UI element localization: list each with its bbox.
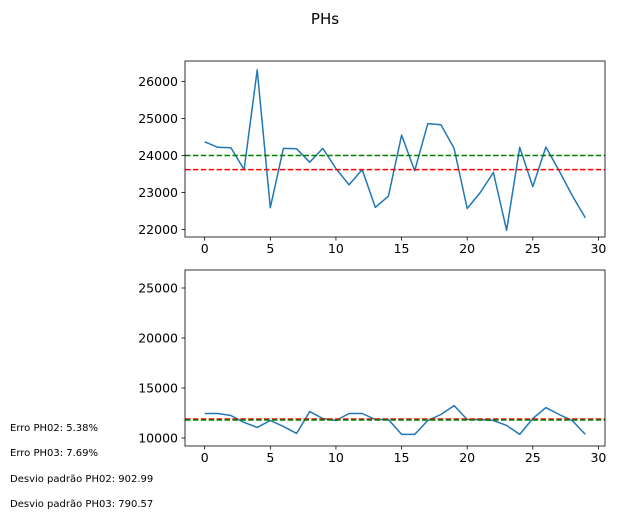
erro-ph03-note: Erro PH03: 7.69% <box>10 448 99 459</box>
x-tick-label: 20 <box>459 241 475 256</box>
top-plot: 0 5 10 15 20 25 30 22000 23000 24000 25000 26000 <box>138 60 606 256</box>
x-tick-label: 30 <box>590 241 606 256</box>
x-tick-label: 30 <box>590 450 606 465</box>
y-tick-label: 25000 <box>138 111 178 126</box>
desvio-ph02-note: Desvio padrão PH02: 902.99 <box>10 474 154 485</box>
x-tick-label: 10 <box>328 241 344 256</box>
axes-frame <box>184 269 606 447</box>
y-tick-label: 25000 <box>138 281 178 296</box>
y-tick-label: 26000 <box>138 74 178 89</box>
figure-title: PHs <box>311 10 339 28</box>
y-tick-label: 23000 <box>138 185 178 200</box>
x-tick-label: 5 <box>266 241 274 256</box>
y-tick-label: 15000 <box>138 381 178 396</box>
y-tick-label: 20000 <box>138 331 178 346</box>
x-tick-label: 25 <box>525 450 541 465</box>
x-tick-label: 20 <box>459 450 475 465</box>
x-tick-label: 0 <box>201 241 209 256</box>
axes-frame <box>184 60 606 238</box>
bottom-plot: 0 5 10 15 20 25 30 10000 15000 20000 25000 <box>138 269 606 465</box>
y-tick-label: 22000 <box>138 222 178 237</box>
x-tick-label: 15 <box>394 241 410 256</box>
erro-ph02-note: Erro PH02: 5.38% <box>10 423 99 434</box>
series-line <box>204 404 586 436</box>
desvio-ph03-note: Desvio padrão PH03: 790.57 <box>10 499 154 510</box>
y-tick-label: 10000 <box>138 431 178 446</box>
series-line <box>204 69 586 232</box>
y-tick-label: 24000 <box>138 148 178 163</box>
x-tick-label: 0 <box>201 450 209 465</box>
x-tick-label: 25 <box>525 241 541 256</box>
x-tick-label: 15 <box>394 450 410 465</box>
x-tick-label: 5 <box>266 450 274 465</box>
x-tick-label: 10 <box>328 450 344 465</box>
